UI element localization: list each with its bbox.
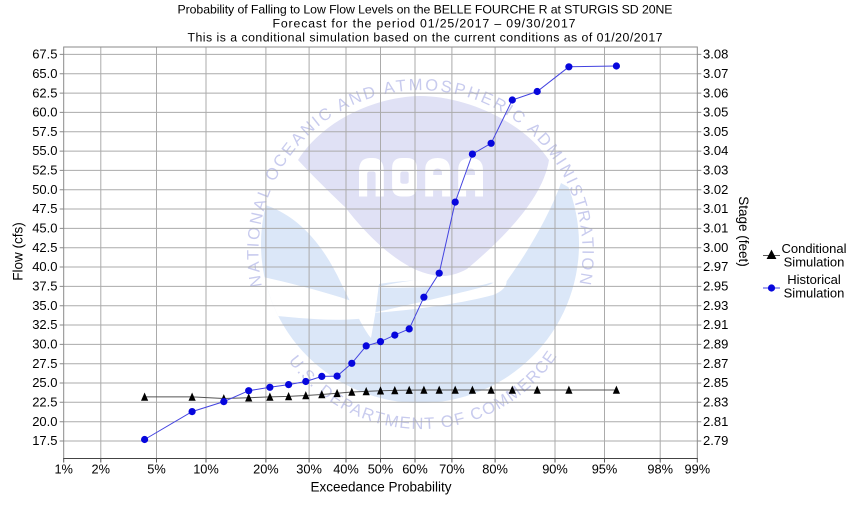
svg-text:2.93: 2.93 [703, 298, 728, 313]
svg-text:Simulation: Simulation [784, 286, 845, 301]
svg-text:3.05: 3.05 [703, 124, 728, 139]
svg-text:37.5: 37.5 [32, 279, 57, 294]
svg-text:40%: 40% [333, 461, 359, 476]
svg-text:2.85: 2.85 [703, 375, 728, 390]
svg-text:95%: 95% [592, 461, 618, 476]
svg-text:65.0: 65.0 [32, 66, 57, 81]
svg-text:80%: 80% [482, 461, 508, 476]
svg-text:3.02: 3.02 [703, 182, 728, 197]
svg-text:This is a conditional simulati: This is a conditional simulation based o… [188, 31, 663, 45]
svg-text:20.0: 20.0 [32, 414, 57, 429]
svg-text:52.5: 52.5 [32, 163, 57, 178]
svg-text:60.0: 60.0 [32, 105, 57, 120]
svg-text:2.91: 2.91 [703, 317, 728, 332]
svg-text:2.81: 2.81 [703, 414, 728, 429]
svg-text:2.87: 2.87 [703, 356, 728, 371]
svg-text:47.5: 47.5 [32, 201, 57, 216]
svg-text:Historical: Historical [787, 272, 841, 287]
svg-text:2.89: 2.89 [703, 337, 728, 352]
svg-text:10%: 10% [193, 461, 219, 476]
svg-text:2%: 2% [92, 461, 111, 476]
svg-text:Stage (feet): Stage (feet) [736, 196, 751, 267]
svg-text:25.0: 25.0 [32, 375, 57, 390]
svg-text:50.0: 50.0 [32, 182, 57, 197]
svg-text:17.5: 17.5 [32, 433, 57, 448]
svg-text:50%: 50% [368, 461, 394, 476]
svg-text:22.5: 22.5 [32, 395, 57, 410]
svg-text:5%: 5% [147, 461, 166, 476]
svg-text:3.00: 3.00 [703, 240, 728, 255]
svg-text:90%: 90% [542, 461, 568, 476]
svg-text:2.83: 2.83 [703, 395, 728, 410]
svg-text:3.05: 3.05 [703, 105, 728, 120]
svg-text:30.0: 30.0 [32, 337, 57, 352]
svg-text:42.5: 42.5 [32, 240, 57, 255]
svg-text:70%: 70% [439, 461, 465, 476]
svg-text:45.0: 45.0 [32, 221, 57, 236]
svg-text:2.79: 2.79 [703, 433, 728, 448]
svg-text:3.08: 3.08 [703, 47, 728, 62]
svg-text:Exceedance Probability: Exceedance Probability [310, 480, 451, 495]
svg-text:62.5: 62.5 [32, 85, 57, 100]
svg-text:Simulation: Simulation [784, 255, 845, 270]
svg-text:30%: 30% [296, 461, 322, 476]
svg-text:1%: 1% [54, 461, 73, 476]
svg-text:3.01: 3.01 [703, 221, 728, 236]
svg-text:2.95: 2.95 [703, 279, 728, 294]
svg-text:Forecast for the period 01/25/: Forecast for the period 01/25/2017 – 09/… [273, 17, 576, 31]
svg-text:3.06: 3.06 [703, 85, 728, 100]
svg-text:20%: 20% [253, 461, 279, 476]
svg-text:2.97: 2.97 [703, 259, 728, 274]
svg-text:60%: 60% [402, 461, 428, 476]
svg-text:98%: 98% [647, 461, 673, 476]
svg-text:3.03: 3.03 [703, 163, 728, 178]
svg-text:57.5: 57.5 [32, 124, 57, 139]
svg-text:32.5: 32.5 [32, 317, 57, 332]
svg-text:27.5: 27.5 [32, 356, 57, 371]
svg-text:67.5: 67.5 [32, 47, 57, 62]
svg-text:3.04: 3.04 [703, 143, 728, 158]
svg-text:99%: 99% [684, 461, 710, 476]
svg-text:40.0: 40.0 [32, 259, 57, 274]
svg-text:Probability of Falling to Low: Probability of Falling to Low Flow Level… [178, 3, 673, 17]
svg-text:Conditional: Conditional [781, 241, 846, 256]
svg-text:3.07: 3.07 [703, 66, 728, 81]
svg-text:Flow (cfs): Flow (cfs) [11, 222, 26, 281]
svg-text:3.01: 3.01 [703, 201, 728, 216]
svg-text:55.0: 55.0 [32, 143, 57, 158]
svg-text:35.0: 35.0 [32, 298, 57, 313]
